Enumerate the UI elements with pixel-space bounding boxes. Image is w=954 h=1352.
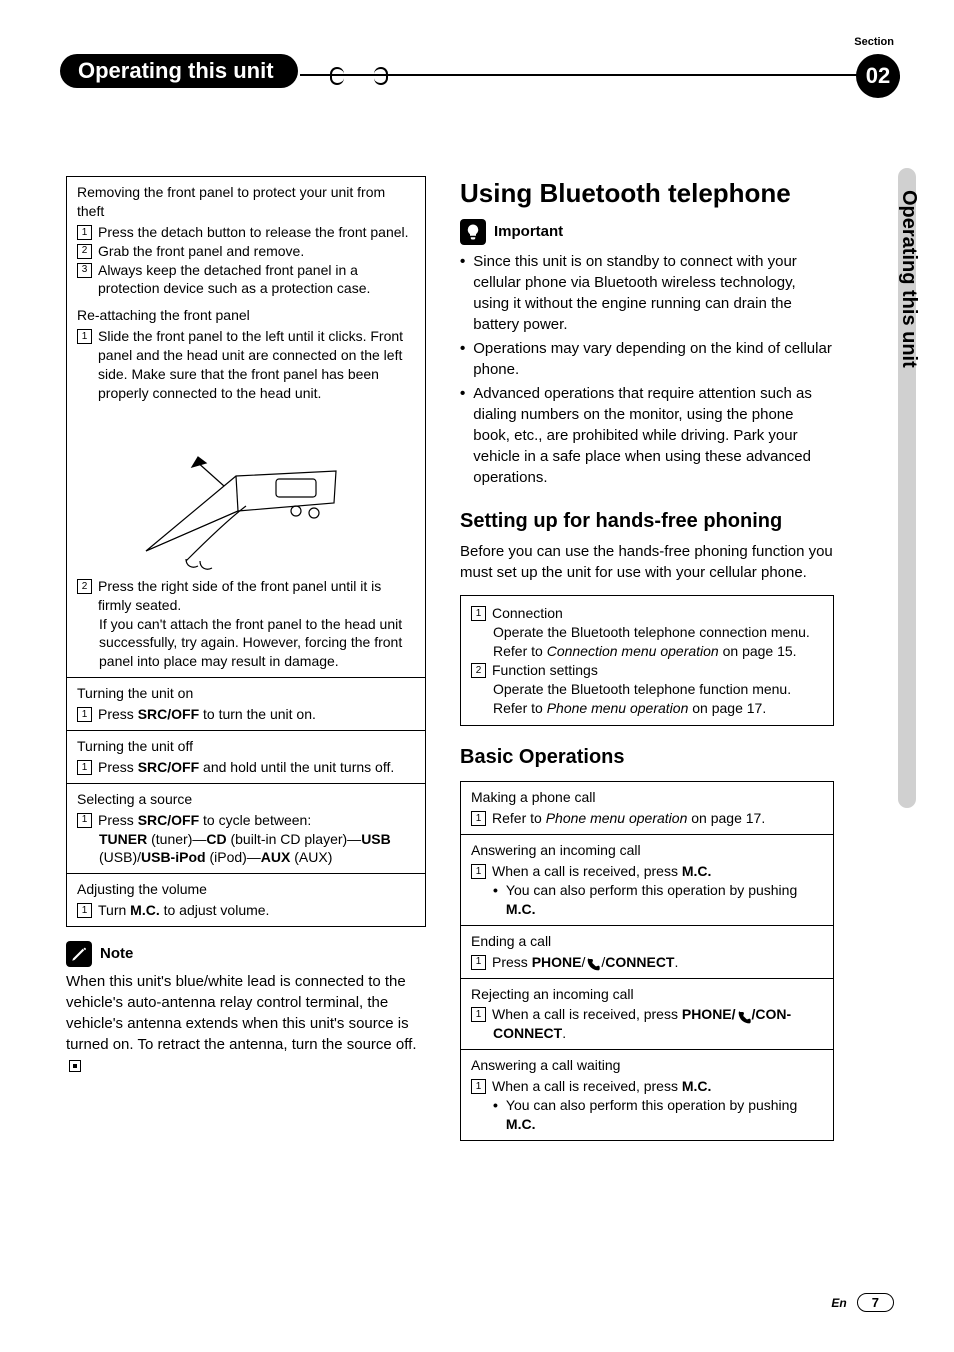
makecall-title: Making a phone call [471, 788, 823, 807]
step-num-1b: 1 [77, 329, 92, 344]
waiting-title: Answering a call waiting [471, 1056, 823, 1075]
answer-title: Answering an incoming call [471, 841, 823, 860]
important-item-3: Advanced operations that require attenti… [473, 383, 834, 488]
vol-step: Turn M.C. to adjust volume. [98, 901, 415, 920]
front-panel-box: Removing the front panel to protect your… [66, 176, 426, 927]
end-title: Ending a call [471, 932, 823, 951]
select-source-title: Selecting a source [77, 790, 415, 809]
src-line2: TUNER (tuner)—CD (built-in CD player)—US… [99, 830, 415, 849]
reattach-step-1: Slide the front panel to the left until … [98, 327, 415, 403]
waiting-num: 1 [471, 1079, 486, 1094]
setup-num-2: 2 [471, 663, 486, 678]
note-icon [66, 941, 92, 967]
answer-num: 1 [471, 864, 486, 879]
answer-sub: You can also perform this operation by p… [506, 881, 823, 919]
vol-num: 1 [77, 903, 92, 918]
turn-off-title: Turning the unit off [77, 737, 415, 756]
step-num-2: 2 [77, 244, 92, 259]
remove-step-3: Always keep the detached front panel in … [98, 261, 415, 299]
reject-step: When a call is received, press PHONE//CO… [492, 1005, 823, 1024]
reattach-step-2a: Press the right side of the front panel … [98, 578, 381, 613]
src-num: 1 [77, 813, 92, 828]
phone-icon [585, 957, 601, 969]
important-icon [460, 219, 486, 245]
remove-title: Removing the front panel to protect your… [77, 183, 415, 221]
important-label: Important [494, 222, 563, 242]
turn-on-title: Turning the unit on [77, 684, 415, 703]
basic-ops-title: Basic Operations [460, 744, 834, 771]
page-footer: En 7 [831, 1293, 894, 1312]
front-panel-figure [126, 411, 366, 571]
step-num-2b: 2 [77, 579, 92, 594]
reject-num: 1 [471, 1007, 486, 1022]
setup-paragraph: Before you can use the hands-free phonin… [460, 541, 834, 583]
note-paragraph: When this unit's blue/white lead is conn… [66, 971, 426, 1076]
makecall-step: Refer to Phone menu operation on page 17… [492, 809, 823, 828]
end-mark-icon [69, 1060, 81, 1072]
src-step: Press SRC/OFF to cycle between: [98, 811, 415, 830]
waiting-sub: You can also perform this operation by p… [506, 1096, 823, 1134]
off-num: 1 [77, 760, 92, 775]
bluetooth-title: Using Bluetooth telephone [460, 176, 834, 211]
end-num: 1 [471, 955, 486, 970]
setup-title: Setting up for hands-free phoning [460, 508, 834, 535]
important-item-1: Since this unit is on standby to connect… [473, 251, 834, 335]
src-line3: (USB)/USB-iPod (iPod)—AUX (AUX) [99, 848, 415, 867]
setup-step1-body: Operate the Bluetooth telephone connecti… [493, 623, 823, 661]
setup-step2-title: Function settings [492, 661, 823, 680]
note-label: Note [100, 944, 133, 964]
adjust-volume-title: Adjusting the volume [77, 880, 415, 899]
setup-box: 1 Connection Operate the Bluetooth teleph… [460, 595, 834, 726]
on-num: 1 [77, 707, 92, 722]
off-step: Press SRC/OFF and hold until the unit tu… [98, 758, 415, 777]
step-num-3: 3 [77, 263, 92, 278]
phone-icon [736, 1010, 752, 1022]
reattach-step-2b: If you can't attach the front panel to t… [99, 615, 415, 672]
reject-step-cont: CONNECT. [493, 1024, 823, 1043]
setup-step2-body: Operate the Bluetooth telephone function… [493, 680, 823, 718]
waiting-step: When a call is received, press M.C. [492, 1077, 823, 1096]
chapter-number-pill: 02 [856, 54, 900, 98]
setup-num-1: 1 [471, 606, 486, 621]
remove-step-1: Press the detach button to release the f… [98, 223, 415, 242]
end-step: Press PHONE//CONNECT. [492, 953, 823, 972]
important-item-2: Operations may vary depending on the kin… [473, 338, 834, 380]
chapter-title-pill: Operating this unit [60, 54, 298, 88]
remove-step-2: Grab the front panel and remove. [98, 242, 415, 261]
setup-step1-title: Connection [492, 604, 823, 623]
answer-step: When a call is received, press M.C. [492, 862, 823, 881]
reject-title: Rejecting an incoming call [471, 985, 823, 1004]
footer-lang: En [831, 1296, 846, 1310]
footer-page: 7 [857, 1293, 894, 1312]
step-num-1: 1 [77, 225, 92, 240]
reattach-title: Re-attaching the front panel [77, 306, 415, 325]
header-divider [300, 74, 894, 76]
on-step: Press SRC/OFF to turn the unit on. [98, 705, 415, 724]
section-label: Section [854, 36, 894, 48]
basic-ops-box: Making a phone call 1 Refer to Phone menu… [460, 781, 834, 1140]
side-chapter-text: Operating this unit [897, 190, 920, 368]
makecall-num: 1 [471, 811, 486, 826]
